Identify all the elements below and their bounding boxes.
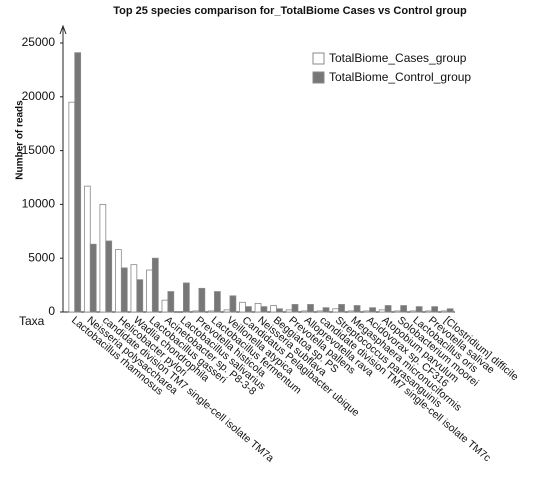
bar [431, 306, 439, 313]
bar [136, 279, 144, 313]
legend-swatch [312, 71, 325, 84]
bar [301, 310, 308, 313]
y-axis-label: Number of reads [15, 100, 26, 180]
bar [198, 287, 206, 313]
bar [400, 305, 407, 313]
bar [214, 291, 221, 313]
chart-title: Top 25 species comparison for_TotalBiome… [113, 5, 467, 17]
bar [74, 52, 82, 313]
bar [151, 257, 159, 313]
bar [332, 308, 339, 313]
bar [363, 310, 371, 313]
bar [120, 267, 128, 313]
bar [322, 307, 330, 313]
bar [394, 310, 402, 313]
bar [223, 309, 231, 313]
bar [307, 304, 314, 313]
bar [446, 308, 454, 313]
bar [415, 306, 423, 313]
bar [83, 185, 91, 313]
bar [68, 101, 76, 313]
legend-label: TotalBiome_Control_group [329, 70, 471, 84]
y-tick-label: 15000 [22, 143, 56, 157]
bar [208, 310, 215, 313]
bar [146, 269, 153, 313]
bar [369, 307, 376, 313]
bar [99, 203, 107, 313]
bar [409, 310, 417, 313]
bar [245, 306, 252, 313]
bar [316, 310, 324, 313]
bar [167, 291, 175, 313]
y-tick-label: 5000 [28, 250, 55, 264]
bar [440, 310, 448, 313]
bar [276, 308, 283, 313]
legend-label: TotalBiome_Cases_group [329, 51, 467, 65]
bar [254, 302, 262, 313]
axis-arrow [59, 24, 67, 35]
y-tick-label: 20000 [22, 89, 56, 103]
bar [229, 295, 237, 313]
y-tick-label: 0 [48, 304, 55, 318]
bar [347, 310, 355, 313]
bar [89, 243, 97, 313]
bar [270, 305, 277, 313]
bar [260, 306, 268, 313]
bar [353, 305, 361, 313]
x-axis-label: Taxa [19, 314, 45, 328]
legend-swatch [312, 52, 325, 65]
y-tick-label: 10000 [22, 197, 56, 211]
bar [130, 264, 138, 313]
bar [161, 299, 169, 313]
bar [378, 309, 386, 313]
bar [384, 305, 392, 313]
bar [239, 301, 246, 313]
bar [285, 309, 293, 313]
bar [115, 249, 122, 313]
bar [182, 282, 190, 313]
y-tick-label: 25000 [22, 35, 56, 49]
bar [338, 304, 345, 313]
bar [192, 310, 200, 313]
bar [105, 240, 113, 313]
bar [291, 304, 299, 313]
bar [425, 310, 433, 313]
